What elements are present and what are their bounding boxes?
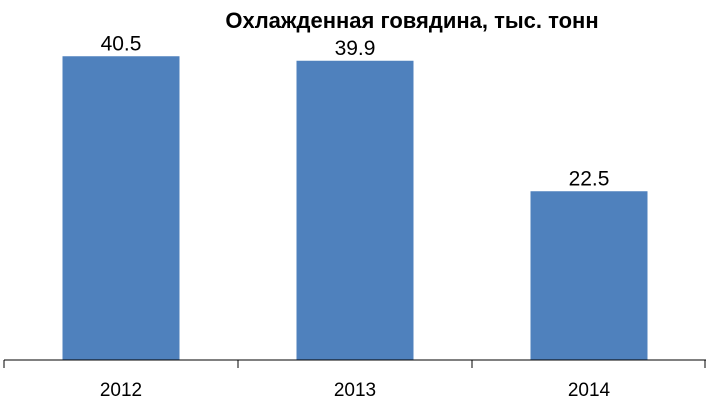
bar-2013 bbox=[296, 60, 414, 360]
bar-2014 bbox=[530, 191, 648, 360]
x-tick-label-2012: 2012 bbox=[100, 380, 142, 401]
data-label-2012: 40.5 bbox=[101, 32, 142, 55]
bar-2012 bbox=[62, 56, 180, 360]
data-label-2014: 22.5 bbox=[569, 167, 610, 190]
x-tick-label-2013: 2013 bbox=[334, 380, 376, 401]
x-axis-tick-labels: 2012 2013 2014 bbox=[100, 380, 611, 401]
chart-title: Охлажденная говядина, тыс. тонн bbox=[225, 8, 598, 33]
bars-layer bbox=[62, 56, 648, 360]
x-tick-label-2014: 2014 bbox=[568, 380, 611, 401]
data-label-2013: 39.9 bbox=[335, 37, 376, 60]
x-axis-ticks bbox=[3, 360, 706, 368]
value-labels-layer: 40.5 39.9 22.5 bbox=[101, 32, 610, 190]
